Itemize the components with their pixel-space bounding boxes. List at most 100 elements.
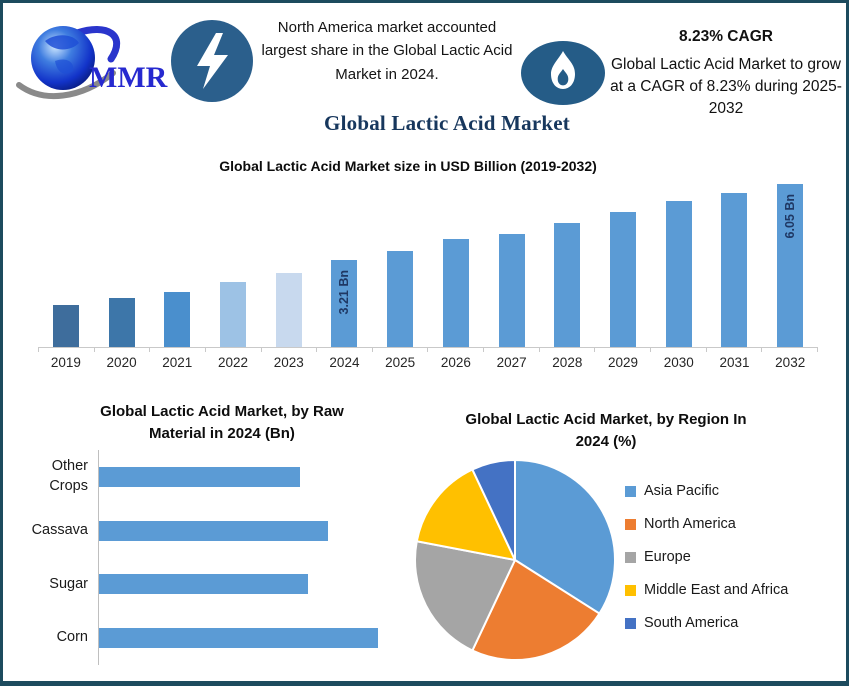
x-label-2020: 2020 [106, 355, 137, 370]
region-pie-legend: Asia Pacific North America Europe Middle Ea… [625, 477, 788, 642]
axis-tick [150, 348, 206, 352]
bar-slot-2029 [595, 177, 651, 347]
axis-tick [762, 348, 818, 352]
bar-slot-2025 [372, 177, 428, 347]
bar-2030 [665, 201, 692, 347]
raw-material-chart-title: Global Lactic Acid Market, by Raw Materi… [100, 403, 344, 442]
legend-swatch [625, 584, 636, 596]
x-label-2028: 2028 [552, 355, 583, 370]
axis-tick [262, 348, 318, 352]
bar-2024: 3.21 Bn [331, 260, 358, 347]
bar-2027 [498, 234, 525, 347]
axis-tick [38, 348, 95, 352]
legend-item-south-america: South America [625, 609, 788, 637]
region-pie-chart-title: Global Lactic Acid Market, by Region In … [465, 411, 747, 450]
bar-slot-2026 [428, 177, 484, 347]
axis-tick [707, 348, 763, 352]
bar-slot-2028 [539, 177, 595, 347]
legend-label: Asia Pacific [644, 483, 719, 499]
bar-2025 [387, 251, 414, 347]
category-label: Sugar [49, 575, 88, 592]
bar-2021 [164, 292, 191, 347]
market-size-plot: 3.21 Bn 6.05 Bn [38, 177, 818, 347]
bar-slot-2023 [261, 177, 317, 347]
raw-material-row-corn: Corn [13, 611, 393, 665]
x-label-2022: 2022 [217, 355, 249, 370]
category-label: Cassava [31, 521, 88, 538]
x-label-2023: 2023 [273, 355, 304, 370]
raw-material-plot: Other Crops Cassava Sugar Corn [13, 450, 393, 665]
legend-swatch [625, 518, 636, 530]
cagr-text: Global Lactic Acid Market to grow at a C… [610, 56, 842, 117]
bar-2023 [275, 273, 302, 347]
bar-value-label-2024: 3.21 Bn [337, 270, 352, 315]
market-size-x-labels: 2019 2020 2021 2022 2023 2024 2025 2026 2027 2028… [38, 355, 818, 370]
x-label-2032: 2032 [775, 355, 806, 370]
x-label-2031: 2031 [719, 355, 750, 370]
bar-value-label-2032: 6.05 Bn [783, 194, 798, 239]
legend-label: South America [644, 615, 739, 631]
pie-slice-middle-east-and-africa [415, 468, 516, 561]
axis-tick [206, 348, 262, 352]
bar-slot-2022 [205, 177, 261, 347]
legend-swatch [625, 485, 636, 497]
bar-2028 [554, 223, 581, 347]
axis-tick [317, 348, 373, 352]
hbar-cassava [98, 520, 328, 541]
bar-slot-2019 [38, 177, 94, 347]
pie-slice-europe [414, 540, 516, 652]
globe-logo-icon: MMR [16, 26, 168, 99]
x-label-2030: 2030 [663, 355, 694, 370]
axis-tick [484, 348, 540, 352]
region-pie [409, 454, 621, 666]
bar-2020 [108, 298, 135, 347]
pie-slice-south-america [471, 459, 516, 561]
market-size-x-axis [38, 347, 818, 352]
axis-tick [595, 348, 652, 352]
legend-swatch [625, 617, 636, 629]
x-label-2024: 2024 [329, 355, 360, 370]
x-label-2027: 2027 [496, 355, 527, 370]
x-label-2029: 2029 [608, 355, 639, 370]
legend-item-north-america: North America [625, 510, 788, 538]
legend-item-europe: Europe [625, 543, 788, 571]
bar-2032: 6.05 Bn [777, 184, 804, 347]
category-label: Other Crops [49, 458, 88, 494]
legend-label: North America [644, 516, 736, 532]
legend-label: Europe [644, 549, 691, 565]
x-label-2019: 2019 [50, 355, 81, 370]
raw-material-row-sugar: Sugar [13, 558, 393, 612]
logo-text: MMR [89, 61, 168, 94]
raw-material-y-axis [98, 450, 99, 665]
legend-item-middle-east-and-africa: Middle East and Africa [625, 576, 788, 604]
header-highlight-text: North America market accounted largest s… [261, 19, 513, 83]
bar-2031 [721, 193, 748, 347]
hbar-other-crops [98, 466, 300, 487]
axis-tick [651, 348, 707, 352]
hbar-corn [98, 628, 378, 649]
x-label-2021: 2021 [162, 355, 193, 370]
bar-slot-2030 [651, 177, 707, 347]
x-label-2025: 2025 [385, 355, 416, 370]
legend-item-asia-pacific: Asia Pacific [625, 477, 788, 505]
axis-tick [95, 348, 151, 352]
bar-2026 [442, 239, 469, 347]
bar-2029 [610, 212, 637, 347]
legend-swatch [625, 551, 636, 563]
axis-tick [540, 348, 596, 352]
bar-slot-2031 [707, 177, 763, 347]
axis-tick [373, 348, 429, 352]
cagr-block: 8.23% CAGR Global Lactic Acid Market to … [604, 28, 846, 120]
cagr-title: 8.23% CAGR [679, 28, 773, 45]
market-size-chart-title: Global Lactic Acid Market size in USD Bi… [219, 158, 597, 174]
bar-slot-2027 [484, 177, 540, 347]
lightning-icon [170, 19, 254, 103]
bar-2022 [220, 282, 247, 347]
raw-material-row-other-crops: Other Crops [13, 450, 393, 504]
bar-slot-2032: 6.05 Bn [762, 177, 818, 347]
raw-material-row-cassava: Cassava [13, 504, 393, 558]
x-label-2026: 2026 [440, 355, 471, 370]
bar-slot-2024: 3.21 Bn [317, 177, 373, 347]
hbar-sugar [98, 574, 308, 595]
